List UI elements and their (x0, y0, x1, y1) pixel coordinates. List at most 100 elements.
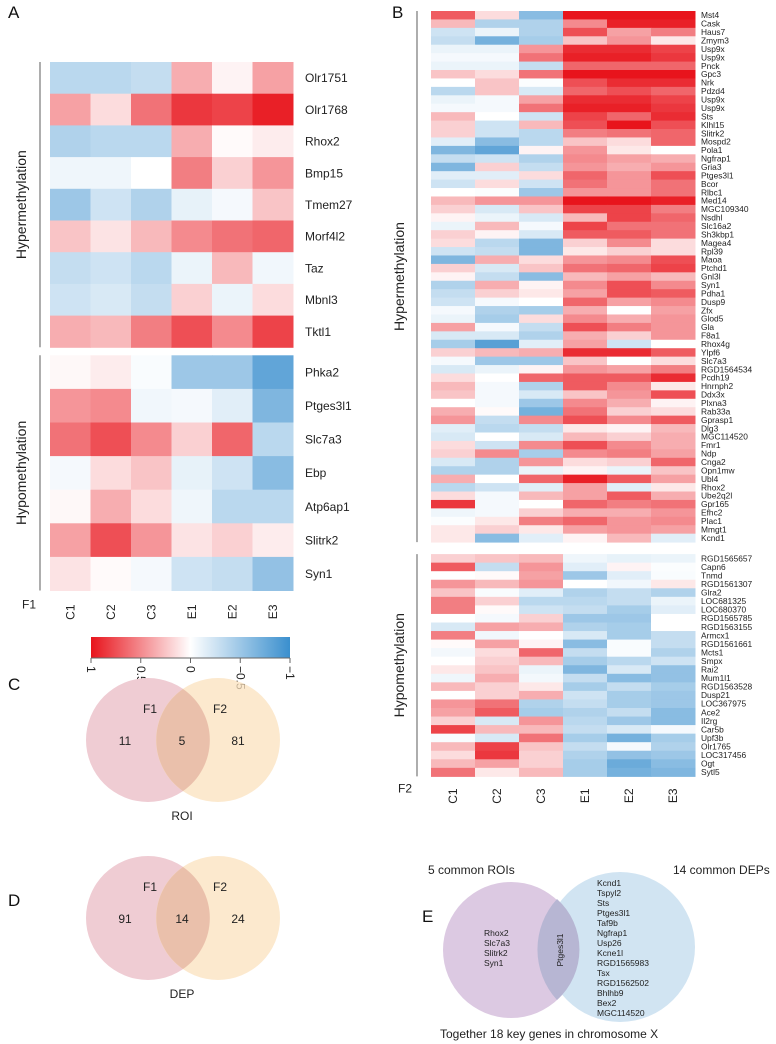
heatmap-cell (607, 622, 652, 632)
heatmap-cell (651, 491, 696, 501)
row-label: Dusp21 (701, 690, 730, 700)
heatmap-cell (563, 699, 608, 709)
heatmap-cell (519, 322, 564, 332)
heatmap-cell (519, 605, 564, 615)
heatmap-cell (212, 489, 253, 524)
group-label: Hypomethylation (391, 613, 407, 717)
heatmap-cell (519, 716, 564, 726)
heatmap-cell (252, 556, 294, 591)
heatmap-cell (563, 474, 608, 484)
heatmap-cell (651, 483, 696, 493)
row-label: Plxna3 (701, 398, 727, 408)
heatmap-cell (431, 19, 476, 29)
heatmap-cell (519, 36, 564, 46)
heatmap-cell (607, 272, 652, 282)
heatmap-cell (607, 690, 652, 700)
heatmap-cell (563, 588, 608, 598)
heatmap-cell (475, 306, 520, 315)
heatmap-cell (475, 742, 520, 752)
heatmap-cell (475, 466, 520, 476)
heatmap-cell (90, 523, 132, 558)
heatmap-cell (519, 196, 564, 206)
heatmap-cell (212, 283, 253, 317)
heatmap-cell (519, 707, 564, 718)
heatmap-cell (563, 11, 608, 20)
heatmap-cell (651, 112, 696, 122)
heatmap-cell (519, 690, 564, 700)
heatmap-cell (563, 196, 608, 206)
column-label: E1 (185, 604, 199, 619)
heatmap-cell (90, 93, 132, 126)
heatmap-cell (563, 272, 608, 282)
heatmap-cell (519, 622, 564, 632)
heatmap-cell (607, 516, 652, 526)
heatmap-cell (90, 252, 132, 285)
row-label: Sytl5 (701, 767, 720, 777)
heatmap-cell (607, 213, 652, 223)
row-label: Tmem27 (305, 198, 353, 212)
row-label: RGD1561307 (701, 579, 753, 589)
heatmap-cell (252, 355, 294, 390)
heatmap-cell (563, 483, 608, 493)
heatmap-cell (651, 579, 696, 589)
heatmap-cell (651, 103, 696, 113)
heatmap-cell (475, 424, 520, 433)
row-label: Magea4 (701, 238, 732, 248)
heatmap-cell (475, 61, 520, 71)
heatmap-cell (651, 78, 696, 88)
heatmap-cell (651, 381, 696, 391)
heatmap-cell (607, 554, 652, 564)
heatmap-cell (607, 424, 652, 433)
heatmap-cell (519, 648, 564, 658)
heatmap-cell (563, 407, 608, 417)
heatmap-cell (651, 596, 696, 606)
heatmap-cell (563, 398, 608, 408)
heatmap-cell (519, 373, 564, 383)
heatmap-cell (651, 440, 696, 450)
column-label: E2 (622, 788, 636, 803)
row-label: Rai2 (701, 665, 719, 675)
heatmap-cell (651, 314, 696, 324)
heatmap-cell (212, 157, 253, 190)
heatmap-cell (607, 596, 652, 606)
heatmap-cell (431, 86, 476, 96)
heatmap-cell (131, 456, 172, 491)
column-label: E3 (666, 788, 680, 803)
heatmap-cell (651, 533, 696, 543)
heatmap-cell (607, 27, 652, 37)
heatmap-cell (431, 631, 476, 641)
heatmap-cell (171, 315, 213, 348)
heatmap-cell (519, 440, 564, 450)
heatmap-cell (651, 365, 696, 374)
heatmap-cell (475, 86, 520, 96)
heatmap-cell (651, 622, 696, 632)
heatmap-cell (519, 306, 564, 315)
gene-right-only: Taf9b (597, 918, 618, 928)
heatmap-cell (563, 767, 608, 777)
heatmap-cell (607, 665, 652, 675)
heatmap-cell (519, 613, 564, 623)
heatmap-cell (519, 631, 564, 641)
heatmap-cell (651, 665, 696, 675)
heatmap-cell (519, 562, 564, 572)
heatmap-cell (607, 255, 652, 265)
heatmap-cell (607, 588, 652, 598)
heatmap-cell (475, 162, 520, 172)
heatmap-cell (475, 631, 520, 641)
heatmap-cell (431, 432, 476, 442)
heatmap-cell (50, 125, 91, 158)
heatmap-cell (431, 690, 476, 700)
heatmap-cell (50, 62, 91, 95)
heatmap-cell (607, 508, 652, 518)
heatmap-cell (607, 221, 652, 231)
heatmap-cell (607, 95, 652, 105)
heatmap-cell (171, 456, 213, 491)
row-label: Ogt (701, 759, 715, 769)
row-label: Morf4l2 (305, 230, 345, 244)
heatmap-cell (50, 456, 91, 491)
heatmap-cell (607, 699, 652, 709)
heatmap-cell (431, 750, 476, 760)
heatmap-cell (475, 365, 520, 374)
heatmap-cell (651, 571, 696, 581)
heatmap-cell (607, 407, 652, 417)
